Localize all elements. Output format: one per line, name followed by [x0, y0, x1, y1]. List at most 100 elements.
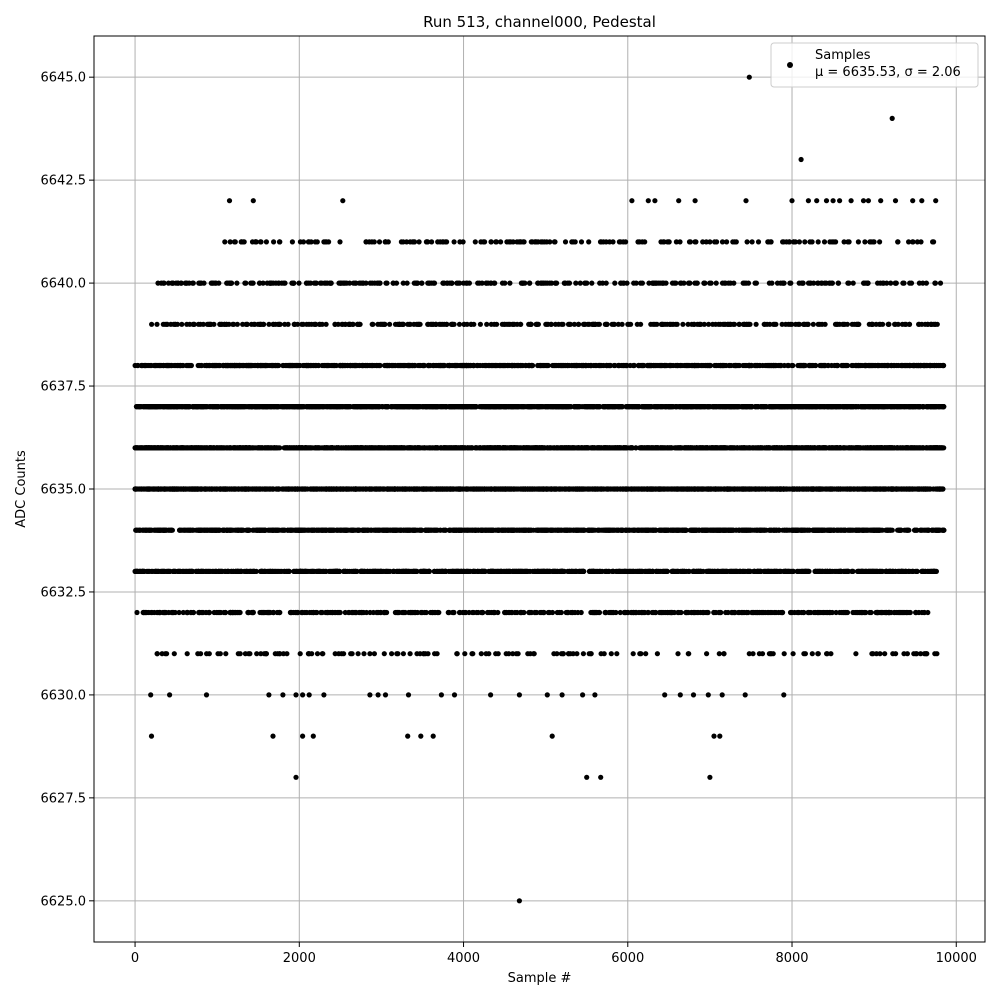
data-point: [861, 528, 866, 533]
data-point: [244, 569, 249, 574]
data-point: [247, 528, 252, 533]
data-point: [665, 569, 670, 574]
data-point: [685, 486, 690, 491]
data-point: [426, 528, 431, 533]
data-point: [140, 569, 145, 574]
data-point: [233, 528, 238, 533]
data-point: [829, 486, 834, 491]
data-point: [172, 569, 177, 574]
data-point: [882, 486, 887, 491]
data-point: [515, 486, 520, 491]
data-point: [471, 486, 476, 491]
data-point: [268, 528, 273, 533]
data-point: [568, 528, 573, 533]
data-point: [564, 486, 569, 491]
data-point: [133, 486, 138, 491]
data-point: [323, 486, 328, 491]
data-point: [694, 569, 699, 574]
data-point: [137, 528, 142, 533]
data-point: [493, 569, 498, 574]
data-point: [589, 528, 594, 533]
data-point: [391, 569, 396, 574]
data-point: [755, 486, 760, 491]
data-point: [843, 569, 848, 574]
data-point: [197, 528, 202, 533]
data-point: [308, 486, 313, 491]
data-point: [433, 486, 438, 491]
data-point: [378, 528, 383, 533]
data-point: [476, 486, 481, 491]
data-point: [210, 569, 215, 574]
data-point: [204, 569, 209, 574]
data-point: [435, 528, 440, 533]
data-point: [343, 528, 348, 533]
data-point: [419, 528, 424, 533]
data-point: [172, 486, 177, 491]
data-point: [607, 528, 612, 533]
data-point: [482, 486, 487, 491]
data-point: [567, 569, 572, 574]
data-point: [246, 486, 251, 491]
data-point: [627, 569, 632, 574]
data-point: [771, 528, 776, 533]
data-point: [447, 486, 452, 491]
data-point: [644, 528, 649, 533]
data-point: [807, 528, 812, 533]
data-point: [199, 569, 204, 574]
data-point: [488, 569, 493, 574]
data-point: [161, 528, 166, 533]
data-point: [794, 528, 799, 533]
data-point: [284, 569, 289, 574]
data-point: [859, 569, 864, 574]
data-point: [707, 569, 712, 574]
data-point: [688, 528, 693, 533]
data-point: [931, 528, 936, 533]
data-point: [855, 486, 860, 491]
data-point: [334, 486, 339, 491]
data-point: [340, 486, 345, 491]
data-point: [333, 569, 338, 574]
data-point: [177, 528, 182, 533]
data-point: [910, 569, 915, 574]
data-point: [935, 486, 940, 491]
data-point: [386, 486, 391, 491]
data-point: [716, 569, 721, 574]
data-point: [790, 486, 795, 491]
data-point: [623, 528, 628, 533]
data-point: [185, 569, 190, 574]
data-point: [378, 486, 383, 491]
data-point: [765, 569, 770, 574]
data-point: [621, 569, 626, 574]
data-point: [279, 569, 284, 574]
data-point: [496, 528, 501, 533]
data-point: [508, 486, 513, 491]
data-point: [506, 528, 511, 533]
data-point: [409, 486, 414, 491]
data-point: [547, 569, 552, 574]
data-point: [776, 528, 781, 533]
data-point: [640, 569, 645, 574]
data-point: [850, 569, 855, 574]
data-point: [392, 528, 397, 533]
data-point: [645, 486, 650, 491]
data-point: [260, 486, 265, 491]
data-point: [385, 569, 390, 574]
data-point: [316, 528, 321, 533]
data-point: [669, 569, 674, 574]
data-point: [925, 486, 930, 491]
data-point: [522, 528, 527, 533]
data-point: [825, 569, 830, 574]
data-point: [672, 486, 677, 491]
data-point: [163, 486, 168, 491]
data-point: [209, 486, 214, 491]
data-point: [299, 569, 304, 574]
data-point: [574, 486, 579, 491]
data-point: [737, 569, 742, 574]
data-point: [336, 528, 341, 533]
data-point: [392, 486, 397, 491]
data-point: [620, 486, 625, 491]
data-point: [748, 528, 753, 533]
data-point: [440, 569, 445, 574]
data-point: [228, 528, 233, 533]
